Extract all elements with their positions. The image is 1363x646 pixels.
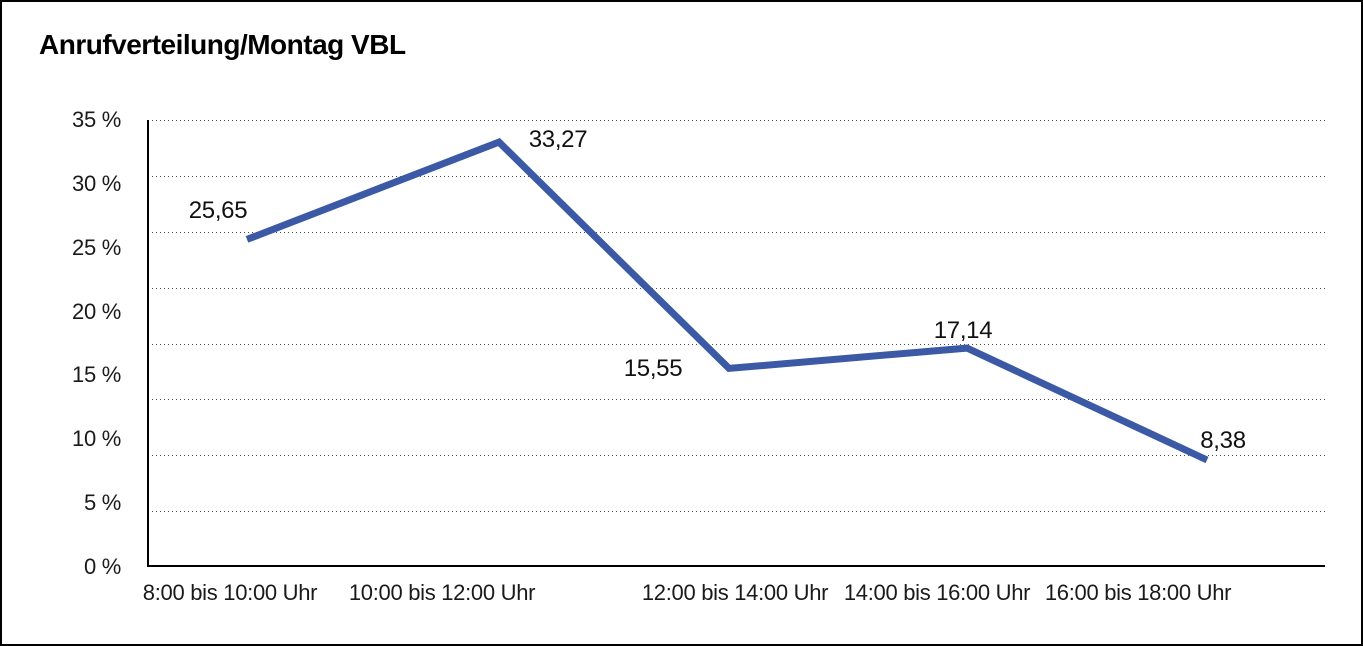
- x-axis-line: [147, 565, 1325, 567]
- gridline: [148, 399, 1325, 400]
- y-tick-label: 20 %: [72, 298, 121, 324]
- y-tick-label: 35 %: [72, 107, 121, 132]
- x-tick-label: 14:00 bis 16:00 Uhr: [843, 580, 1031, 605]
- data-label: 8,38: [1200, 427, 1246, 454]
- gridline: [148, 288, 1325, 289]
- gridline: [148, 232, 1325, 233]
- y-tick-label: 10 %: [72, 426, 121, 452]
- chart-title: Anrufverteilung/Montag VBL: [39, 29, 406, 60]
- x-tick-label: 10:00 bis 12:00 Uhr: [348, 580, 536, 605]
- series-line: [245, 138, 1209, 464]
- y-tick-label: 0 %: [83, 554, 121, 579]
- y-tick-label: 25 %: [72, 234, 121, 260]
- gridline: [148, 176, 1325, 177]
- gridline: [148, 120, 1325, 121]
- gridline: [148, 455, 1325, 456]
- data-label: 15,55: [623, 355, 683, 382]
- x-tick-label: 16:00 bis 18:00 Uhr: [1044, 580, 1232, 605]
- x-tick-label: 12:00 bis 14:00 Uhr: [641, 580, 829, 605]
- y-axis-line: [147, 120, 149, 567]
- gridline: [148, 511, 1325, 512]
- data-label: 17,14: [933, 317, 993, 344]
- y-tick-label: 15 %: [72, 362, 121, 388]
- y-tick-label: 5 %: [83, 490, 121, 516]
- data-label: 33,27: [528, 126, 588, 153]
- data-label: 25,65: [188, 197, 248, 224]
- gridline: [148, 344, 1325, 345]
- x-tick-label: 8:00 bis 10:00 Uhr: [142, 580, 318, 605]
- y-tick-label: 30 %: [72, 170, 121, 196]
